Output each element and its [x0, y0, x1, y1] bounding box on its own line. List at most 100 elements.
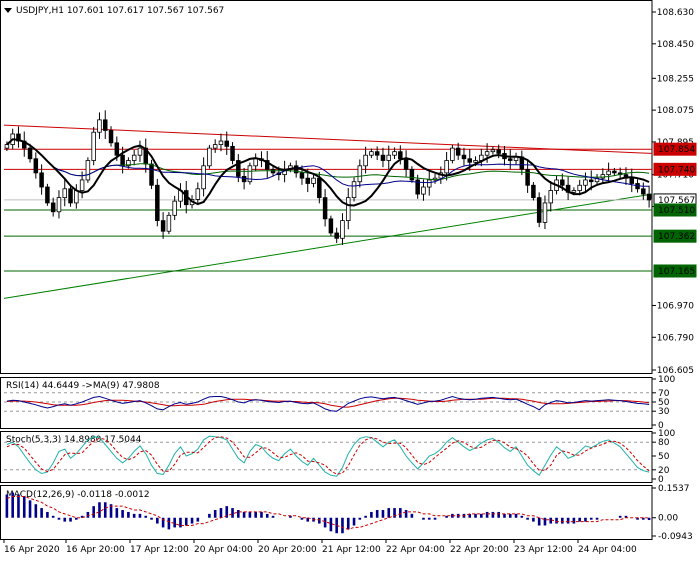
current-price-badge-label: 107.567 — [658, 196, 695, 206]
stoch-signal-line — [6, 436, 650, 475]
bear-candle-body — [45, 186, 50, 204]
resistance-price-badge — [653, 162, 697, 176]
bull-candle-body — [201, 165, 206, 190]
macd-panel-frame — [0, 485, 653, 540]
stoch-panel-frame — [0, 431, 653, 483]
bear-candle-body — [496, 149, 501, 154]
support-price-badge — [653, 203, 697, 217]
support-price-badge — [653, 229, 697, 243]
bear-candle-body — [102, 119, 108, 131]
bull-candle-body — [91, 131, 96, 161]
bull-candle-body — [577, 184, 582, 191]
bear-candle-body — [293, 165, 299, 174]
time-tick-label: 16 Apr 2020 — [4, 545, 60, 555]
bull-candle-body — [484, 151, 490, 156]
price-tick-label: 106.970 — [657, 301, 694, 311]
macd-panel: MACD(12,26,9) -0.0118 -0.0012 0.1537 0.00 -… — [5, 484, 693, 542]
price-tick-label: 108.630 — [657, 8, 694, 18]
bear-candle-body — [264, 160, 270, 170]
bull-candle-body — [363, 154, 368, 167]
macd-signal-line — [6, 496, 650, 530]
bull-candle-body — [606, 170, 611, 176]
bear-candle-body — [380, 154, 386, 161]
stoch-tick-label: 0 — [658, 475, 664, 485]
time-tick-label: 21 Apr 12:00 — [322, 545, 381, 555]
bull-candle-body — [172, 200, 177, 216]
bear-candle-body — [646, 193, 652, 201]
bull-candle-body — [444, 160, 449, 174]
bear-candle-body — [149, 163, 154, 186]
bear-candle-body — [374, 151, 380, 156]
resistance-price-badge-label: 107.854 — [658, 145, 695, 155]
bear-candle-body — [27, 147, 33, 160]
bull-candle-body — [386, 154, 392, 161]
time-tick-label: 22 Apr 04:00 — [386, 545, 445, 555]
bear-candle-body — [224, 140, 230, 147]
bear-candle-body — [230, 145, 235, 161]
time-axis: 16 Apr 2020 16 Apr 20:00 17 Apr 12:00 20 Ap… — [3, 539, 637, 555]
bear-candle-body — [409, 168, 415, 181]
bear-candle-body — [317, 177, 322, 199]
bear-candle-body — [334, 232, 339, 239]
bull-candle-body — [79, 179, 85, 191]
bear-candle-body — [588, 179, 594, 183]
bull-candle-body — [74, 190, 79, 204]
bull-candle-body — [56, 197, 62, 213]
bull-candle-body — [345, 197, 351, 222]
bear-candle-body — [629, 177, 635, 184]
support-price-badge-label: 107.362 — [658, 232, 695, 242]
rsi-tick-label: 100 — [658, 375, 675, 385]
bull-candle-body — [218, 140, 224, 145]
bull-candle-body — [369, 151, 374, 156]
bear-candle-body — [461, 154, 467, 160]
time-tick-label: 24 Apr 04:00 — [578, 545, 637, 555]
bear-candle-body — [415, 179, 420, 195]
bear-candle-body — [50, 202, 56, 213]
price-panel: 108.630108.450108.255108.075107.895107.7… — [3, 8, 697, 376]
macd-tick-label: -0.0943 — [658, 532, 693, 542]
stoch-tick-label: 20 — [658, 466, 670, 476]
bear-candle-body — [403, 158, 409, 170]
bull-candle-body — [450, 147, 455, 161]
bear-candle-body — [507, 158, 513, 161]
bull-candle-body — [253, 158, 258, 167]
stoch-tick-label: 80 — [658, 438, 670, 448]
triangle-down-icon — [4, 8, 12, 13]
bull-candle-body — [548, 190, 554, 204]
rsi-line — [6, 395, 650, 412]
ma-mid-line — [6, 138, 650, 187]
bear-candle-body — [612, 170, 617, 174]
bear-candle-body — [328, 218, 334, 234]
bull-candle-body — [247, 165, 253, 183]
bear-candle-body — [114, 142, 120, 156]
bull-candle-body — [311, 177, 316, 184]
bull-candle-body — [542, 202, 548, 223]
price-panel-frame — [0, 0, 653, 374]
support-price-badge-label: 107.165 — [658, 267, 695, 277]
bull-candle-body — [583, 179, 588, 186]
price-tick-label: 106.605 — [657, 366, 694, 376]
macd-tick-label: 0.1537 — [658, 484, 690, 494]
rsi-ma-line — [6, 397, 650, 408]
stoch-tick-label: 50 — [658, 452, 670, 462]
bull-candle-body — [473, 160, 478, 163]
bull-candle-body — [571, 190, 577, 193]
bear-candle-body — [525, 168, 530, 186]
bear-candle-body — [536, 197, 542, 223]
bull-candle-body — [4, 144, 10, 149]
rsi-panel-frame — [0, 377, 653, 429]
bear-candle-body — [68, 188, 73, 204]
bear-candle-body — [236, 160, 241, 177]
stoch-label: Stoch(5,3,3) 14.8980 17.5044 — [6, 435, 142, 445]
bear-candle-body — [155, 184, 160, 222]
bull-candle-body — [426, 179, 432, 188]
time-tick-label: 17 Apr 12:00 — [130, 545, 189, 555]
time-tick-label: 20 Apr 20:00 — [258, 545, 317, 555]
grid-layer — [0, 0, 653, 540]
bear-candle-body — [455, 147, 461, 156]
rsi-label: RSI(14) 44.6449 ->MA(9) 47.9808 — [6, 381, 160, 391]
